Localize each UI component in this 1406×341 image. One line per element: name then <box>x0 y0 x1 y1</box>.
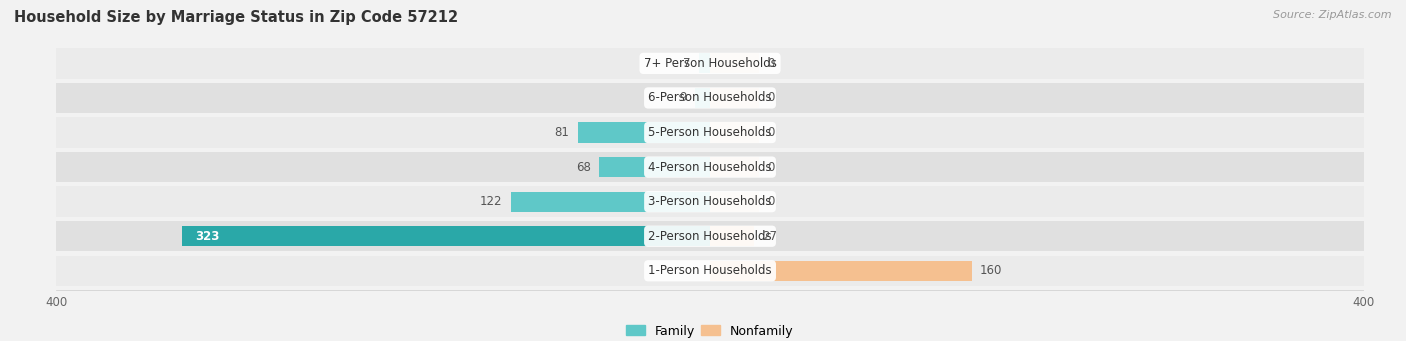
Text: Source: ZipAtlas.com: Source: ZipAtlas.com <box>1274 10 1392 20</box>
Bar <box>699 53 710 73</box>
Bar <box>710 53 759 73</box>
Text: Household Size by Marriage Status in Zip Code 57212: Household Size by Marriage Status in Zip… <box>14 10 458 25</box>
Bar <box>56 48 1364 78</box>
Text: 0: 0 <box>768 195 775 208</box>
Text: 0: 0 <box>768 57 775 70</box>
Text: 0: 0 <box>768 91 775 104</box>
Bar <box>599 157 710 177</box>
Bar <box>56 117 1364 148</box>
Bar <box>183 226 710 246</box>
Bar <box>710 226 754 246</box>
Bar <box>696 88 710 108</box>
Bar <box>56 83 1364 113</box>
Text: 0: 0 <box>768 161 775 174</box>
Bar <box>510 192 710 212</box>
Text: 81: 81 <box>554 126 569 139</box>
Text: 9: 9 <box>679 91 688 104</box>
Text: 68: 68 <box>576 161 591 174</box>
Text: 5-Person Households: 5-Person Households <box>648 126 772 139</box>
Text: 122: 122 <box>479 195 502 208</box>
Bar <box>56 187 1364 217</box>
Bar <box>710 261 972 281</box>
Bar <box>710 88 759 108</box>
Text: 7+ Person Households: 7+ Person Households <box>644 57 776 70</box>
Bar <box>56 256 1364 286</box>
Bar <box>710 192 759 212</box>
Text: 3-Person Households: 3-Person Households <box>648 195 772 208</box>
Legend: Family, Nonfamily: Family, Nonfamily <box>621 320 799 341</box>
Bar <box>56 221 1364 251</box>
Text: 7: 7 <box>683 57 690 70</box>
Text: 6-Person Households: 6-Person Households <box>648 91 772 104</box>
Bar <box>578 122 710 143</box>
Text: 27: 27 <box>762 230 778 243</box>
Bar <box>56 152 1364 182</box>
Bar <box>710 122 759 143</box>
Text: 1-Person Households: 1-Person Households <box>648 264 772 277</box>
Text: 2-Person Households: 2-Person Households <box>648 230 772 243</box>
Text: 4-Person Households: 4-Person Households <box>648 161 772 174</box>
Text: 0: 0 <box>768 126 775 139</box>
Text: 160: 160 <box>980 264 1002 277</box>
Text: 323: 323 <box>195 230 219 243</box>
Bar <box>710 157 759 177</box>
